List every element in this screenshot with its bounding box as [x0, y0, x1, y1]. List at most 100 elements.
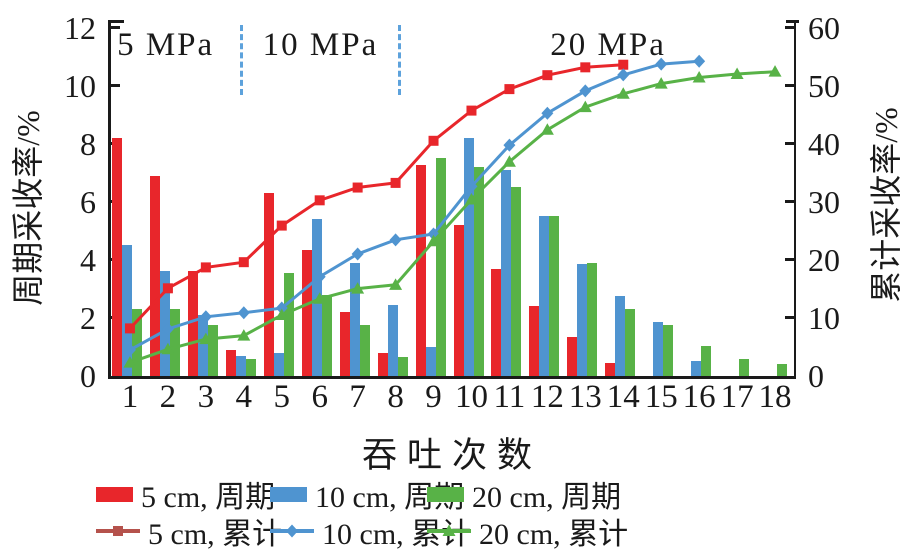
y-right-tick-label: 50: [808, 67, 840, 104]
bar-5cm-cycle-9: [415, 165, 426, 376]
square-marker-5cm-cycle-1: [124, 323, 135, 334]
legend-line-swatch: [427, 524, 471, 536]
bar-5cm-cycle-14: [605, 362, 616, 376]
y-right-tick-label: 20: [808, 241, 840, 278]
bar-10cm-cycle-8: [387, 304, 398, 376]
triangle-marker-20cm-cycle-2: [161, 342, 175, 355]
diamond-marker-10cm-cycle-8: [389, 233, 402, 247]
diamond-marker-10cm-cycle-3: [199, 310, 212, 324]
x-tick-label: 9: [425, 379, 442, 415]
bar-20cm-cycle-7: [359, 325, 370, 376]
triangle-marker-20cm-cycle-11: [502, 155, 516, 167]
right-axis-top-cap: [786, 20, 799, 23]
cumulative-line-5cm: [128, 63, 624, 330]
x-tick-label: 2: [159, 379, 177, 415]
bar-10cm-cycle-9: [425, 346, 436, 376]
x-tick-label: 14: [606, 379, 640, 415]
bar-5cm-cycle-5: [263, 193, 274, 376]
triangle-marker-20cm-cycle-10: [464, 192, 478, 205]
legend-item-period: 5 cm, 周期: [96, 472, 275, 516]
diamond-marker-10cm-cycle-15: [655, 57, 668, 71]
bar-5cm-cycle-10: [453, 225, 464, 376]
diamond-marker-10cm-cycle-16: [693, 54, 706, 68]
x-tick-label: 6: [311, 379, 328, 415]
x-tick-label: 8: [387, 379, 404, 415]
diamond-marker-10cm-cycle-6: [313, 270, 326, 284]
diamond-marker-10cm-cycle-1: [123, 343, 136, 357]
square-marker-5cm-cycle-4: [238, 257, 249, 268]
square-marker-5cm-cycle-3: [200, 262, 211, 273]
bar-10cm-cycle-2: [159, 271, 170, 376]
triangle-marker-20cm-cycle-3: [199, 332, 213, 345]
bar-20cm-cycle-17: [739, 358, 750, 376]
bar-5cm-cycle-2: [149, 175, 160, 376]
bar-10cm-cycle-16: [691, 361, 702, 376]
diamond-marker-10cm-cycle-5: [275, 301, 288, 315]
left-axis-top-cap: [111, 20, 124, 23]
bar-10cm-cycle-10: [463, 137, 474, 376]
bar-5cm-cycle-3: [187, 271, 198, 376]
square-marker-5cm-cycle-6: [314, 195, 325, 206]
bar-10cm-cycle-7: [349, 262, 360, 376]
left-axis-title: 周期采收率/%: [10, 110, 46, 306]
diamond-marker-10cm-cycle-12: [541, 106, 554, 120]
bar-20cm-cycle-6: [321, 294, 332, 376]
bar-5cm-cycle-4: [225, 349, 236, 376]
bar-10cm-cycle-4: [235, 355, 246, 376]
right-axis-title: 累计采收率/%: [868, 107, 904, 303]
bar-10cm-cycle-12: [539, 216, 550, 376]
legend-line-swatch: [96, 526, 140, 536]
bar-20cm-cycle-12: [549, 216, 560, 376]
triangle-marker-20cm-cycle-18: [768, 65, 782, 77]
square-marker-5cm-cycle-10: [466, 105, 477, 116]
legend-label: 5 cm, 累计: [148, 518, 283, 551]
bar-10cm-cycle-11: [501, 169, 512, 376]
bar-5cm-cycle-12: [529, 306, 540, 376]
diamond-marker-10cm-cycle-10: [465, 179, 478, 193]
y-left-tick-label: 2: [80, 299, 96, 336]
right-axis-tickmark: [785, 26, 794, 30]
diamond-marker-10cm-cycle-14: [617, 68, 630, 82]
diamond-marker-10cm-cycle-13: [579, 84, 592, 98]
right-axis-tickmark: [785, 142, 794, 146]
cumulative-lines-layer: [123, 54, 782, 368]
bar-20cm-cycle-5: [283, 272, 294, 376]
triangle-marker-20cm-cycle-5: [275, 308, 289, 321]
legend-item-cumulative: 20 cm, 累计: [427, 509, 628, 552]
x-tick-label: 5: [273, 379, 291, 415]
square-marker-5cm-cycle-11: [504, 84, 515, 95]
y-left-tick-label: 8: [80, 125, 96, 162]
x-tick-label: 18: [758, 379, 792, 415]
triangle-marker-20cm-cycle-4: [237, 329, 251, 341]
x-tick-label: 3: [197, 379, 215, 415]
legend-item-period: 20 cm, 周期: [427, 472, 621, 516]
bar-20cm-cycle-10: [473, 166, 484, 376]
legend-item-cumulative: 5 cm, 累计: [96, 509, 282, 552]
bar-20cm-cycle-11: [511, 187, 522, 376]
bar-20cm-cycle-2: [169, 309, 180, 376]
left-axis-tickmark: [111, 26, 120, 30]
bar-10cm-cycle-14: [615, 296, 626, 376]
x-tick-label: 11: [493, 379, 526, 415]
cumulative-line-20cm: [129, 70, 776, 365]
y-right-tick-label: 30: [808, 183, 840, 220]
bar-10cm-cycle-3: [197, 315, 208, 376]
y-right-tick-label: 0: [808, 358, 824, 394]
y-left-tick-label: 6: [80, 183, 96, 220]
bar-20cm-cycle-13: [587, 262, 598, 376]
x-tick-label: 12: [530, 379, 564, 415]
triangle-marker-20cm-cycle-7: [351, 282, 365, 294]
diamond-marker-10cm-cycle-11: [503, 138, 516, 152]
y-left-tick-label: 4: [80, 241, 96, 278]
pressure-stage-divider: [240, 25, 244, 95]
left-axis-tickmark: [111, 84, 120, 88]
bar-20cm-cycle-9: [435, 158, 446, 376]
legend-bar-swatch: [270, 486, 307, 502]
square-marker-5cm-cycle-9: [428, 135, 439, 146]
bar-20cm-cycle-15: [663, 325, 674, 376]
triangle-marker-20cm-cycle-9: [427, 234, 441, 247]
plot-area: 5 MPa 10 MPa 20 MPa: [108, 20, 799, 379]
right-axis-tickmark: [785, 258, 794, 262]
pressure-stage-label: 10 MPa: [262, 27, 379, 63]
